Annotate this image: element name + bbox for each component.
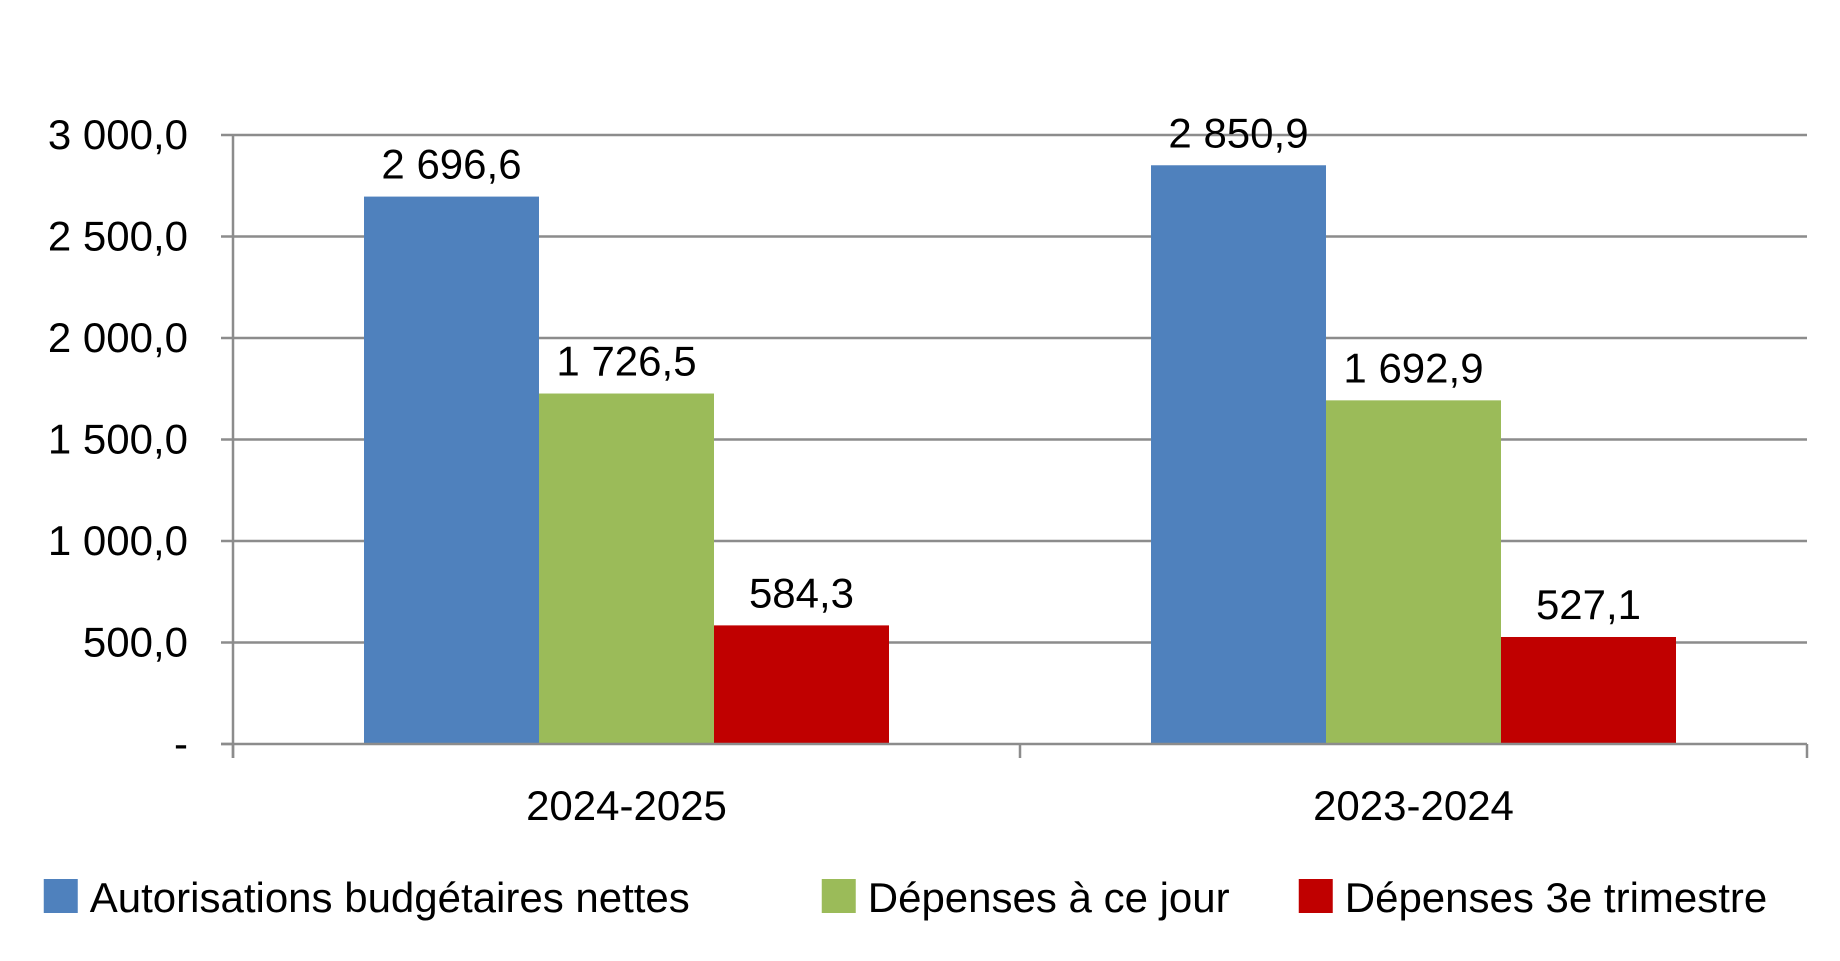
- bar: [1151, 165, 1326, 744]
- y-tick-label: 1 500,0: [48, 416, 188, 463]
- bar: [539, 393, 714, 744]
- y-tick-label: 2 000,0: [48, 314, 188, 361]
- bar: [364, 196, 539, 744]
- legend-swatch: [821, 879, 856, 913]
- legend-label: Autorisations budgétaires nettes: [90, 874, 690, 921]
- legend-label: Dépenses 3e trimestre: [1345, 874, 1768, 921]
- legend-swatch: [1298, 879, 1333, 913]
- y-tick-label: -: [174, 720, 188, 767]
- legend-label: Dépenses à ce jour: [868, 874, 1230, 921]
- legend-swatch: [43, 879, 78, 913]
- y-tick-label: 1 000,0: [48, 517, 188, 564]
- y-tick-label: 3 000,0: [48, 111, 188, 158]
- legend-item: Autorisations budgétaires nettes: [43, 874, 690, 921]
- bar: [1501, 636, 1676, 744]
- bar-value-label: 584,3: [749, 569, 854, 616]
- bar-value-label: 1 726,5: [556, 338, 696, 385]
- bar: [714, 625, 889, 744]
- legend-item: Dépenses 3e trimestre: [1298, 874, 1768, 921]
- legend: Autorisations budgétaires nettes Dépenses…: [43, 874, 1768, 921]
- bar-value-label: 527,1: [1536, 581, 1641, 628]
- x-tick-label: 2023-2024: [1313, 782, 1514, 829]
- bar-value-label: 2 850,9: [1168, 109, 1308, 156]
- y-tick-label: 2 500,0: [48, 213, 188, 260]
- bars: [364, 165, 1676, 744]
- bar: [1326, 400, 1501, 744]
- axes: - 500,0 1 000,0 1 500,0 2 000,0 2 500,0 3 000,…: [48, 111, 1809, 829]
- x-tick-label: 2024-2025: [526, 782, 727, 829]
- y-tick-label: 500,0: [83, 619, 188, 666]
- bar-value-label: 2 696,6: [381, 141, 521, 188]
- data-labels: 2 696,6 1 726,5 584,3 2 850,9 1 692,9 527,1: [381, 109, 1641, 628]
- bar-value-label: 1 692,9: [1343, 344, 1483, 391]
- legend-item: Dépenses à ce jour: [821, 874, 1230, 921]
